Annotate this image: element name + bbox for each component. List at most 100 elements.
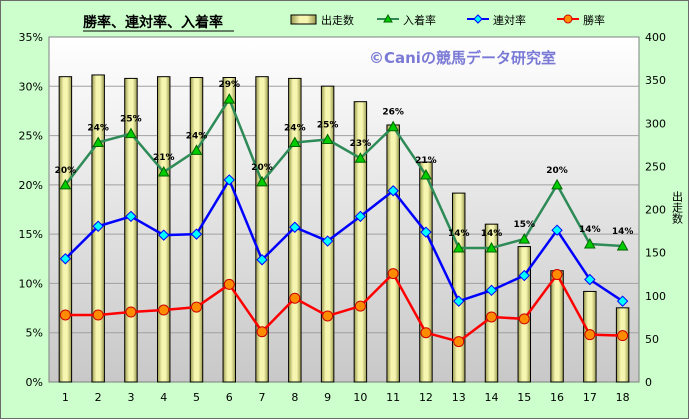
point-入着率 bbox=[420, 168, 432, 180]
legend-bar-swatch bbox=[290, 14, 317, 25]
point-連対率 bbox=[59, 253, 72, 265]
point-勝率 bbox=[223, 278, 235, 290]
point-入着率 bbox=[190, 144, 203, 155]
y-right-tick-label: 150 bbox=[645, 247, 666, 260]
legend-line-0-marker bbox=[383, 13, 393, 23]
x-tick-label: 1 bbox=[62, 391, 69, 404]
point-連対率 bbox=[518, 269, 530, 282]
x-tick-label: 6 bbox=[226, 391, 233, 404]
point-勝率 bbox=[125, 306, 137, 318]
point-入着率 bbox=[157, 166, 170, 177]
data-label-入着率: 25% bbox=[317, 121, 339, 131]
bar bbox=[550, 270, 564, 383]
data-label-入着率: 25% bbox=[120, 115, 142, 125]
legend-line-1-marker bbox=[473, 14, 483, 24]
legend-line-2-label: 勝率 bbox=[583, 13, 605, 27]
data-label-入着率: 24% bbox=[284, 123, 306, 133]
y-left-tick-label: 35% bbox=[19, 31, 43, 44]
line-series bbox=[59, 93, 629, 348]
x-tick-label: 18 bbox=[616, 391, 630, 404]
data-label-入着率: 20% bbox=[55, 166, 77, 176]
point-入着率 bbox=[288, 136, 301, 147]
point-入着率 bbox=[256, 175, 268, 187]
x-tick-label: 13 bbox=[452, 391, 466, 404]
x-tick-label: 4 bbox=[160, 391, 167, 404]
point-連対率 bbox=[190, 228, 203, 240]
y-right-tick-label: 100 bbox=[645, 290, 666, 303]
point-勝率 bbox=[59, 309, 71, 321]
plot-area bbox=[48, 36, 640, 383]
bar bbox=[484, 223, 499, 383]
point-入着率 bbox=[92, 136, 105, 147]
x-tick-label: 12 bbox=[419, 391, 433, 404]
point-連対率 bbox=[453, 295, 465, 307]
point-連対率 bbox=[125, 210, 137, 223]
point-勝率 bbox=[420, 327, 432, 339]
point-入着率 bbox=[551, 178, 563, 190]
point-入着率 bbox=[125, 127, 137, 139]
point-入着率 bbox=[387, 120, 400, 132]
data-label-入着率: 26% bbox=[382, 108, 404, 118]
y-right-tick-label: 350 bbox=[645, 74, 666, 87]
point-連対率 bbox=[420, 226, 432, 238]
bar bbox=[386, 124, 400, 383]
point-勝率 bbox=[256, 326, 268, 338]
series-line-入着率 bbox=[64, 97, 623, 250]
point-勝率 bbox=[453, 336, 465, 348]
chart-title: 勝率、連対率、入着率 bbox=[83, 14, 223, 31]
bar bbox=[320, 85, 335, 383]
data-label-入着率: 14% bbox=[481, 229, 503, 239]
data-label-入着率: 15% bbox=[514, 220, 536, 230]
axes: 0% 5% 10% 15% 20% 25% 30% 35% 0 50 100 150 200 250 300… bbox=[19, 31, 666, 404]
y-left-tick-label: 10% bbox=[19, 277, 43, 290]
point-連対率 bbox=[223, 174, 235, 186]
series-line-連対率 bbox=[64, 178, 624, 303]
point-勝率 bbox=[92, 309, 104, 321]
x-tick-label: 8 bbox=[291, 391, 298, 404]
bar bbox=[58, 76, 73, 383]
y-left-tick-label: 25% bbox=[19, 130, 43, 143]
data-labels: 20% 24% 25% 21% 24% 29% 20% 24% 25% 23% 26% 21% 14% 1… bbox=[55, 80, 634, 239]
point-連対率 bbox=[158, 229, 170, 241]
point-入着率 bbox=[59, 178, 72, 190]
data-label-入着率: 20% bbox=[251, 163, 273, 173]
watermark: ©Caniの競馬データ研究室 bbox=[369, 49, 556, 67]
point-勝率 bbox=[518, 313, 530, 325]
y-right-tick-label: 200 bbox=[645, 204, 666, 217]
bar bbox=[451, 192, 466, 383]
y-right-axis-label: 出走数 bbox=[671, 190, 684, 225]
point-勝率 bbox=[289, 292, 301, 304]
data-label-入着率: 20% bbox=[546, 166, 568, 176]
point-連対率 bbox=[616, 295, 629, 307]
point-連対率 bbox=[485, 284, 498, 297]
y-left-tick-label: 30% bbox=[19, 80, 43, 93]
y-left-tick-label: 20% bbox=[19, 179, 43, 192]
point-勝率 bbox=[387, 268, 399, 280]
x-tick-label: 5 bbox=[193, 391, 200, 404]
y-left-tick-label: 5% bbox=[26, 327, 43, 340]
x-tick-label: 15 bbox=[517, 391, 531, 404]
bar bbox=[419, 161, 433, 383]
x-tick-label: 14 bbox=[485, 391, 499, 404]
x-tick-label: 11 bbox=[386, 391, 400, 404]
data-label-入着率: 21% bbox=[415, 156, 437, 166]
data-label-入着率: 14% bbox=[579, 225, 601, 235]
point-勝率 bbox=[354, 300, 366, 312]
data-label-入着率: 14% bbox=[612, 227, 634, 237]
point-入着率 bbox=[583, 237, 596, 249]
y-right-tick-label: 300 bbox=[645, 117, 666, 130]
point-勝率 bbox=[617, 330, 629, 342]
legend-line-2-marker bbox=[563, 14, 573, 24]
bar bbox=[615, 307, 630, 383]
data-label-入着率: 24% bbox=[87, 123, 109, 133]
point-連対率 bbox=[387, 185, 399, 197]
legend-bar-label: 出走数 bbox=[321, 13, 354, 27]
data-label-入着率: 23% bbox=[350, 139, 372, 149]
point-入着率 bbox=[223, 93, 236, 104]
x-tick-label: 2 bbox=[95, 391, 102, 404]
point-勝率 bbox=[584, 329, 596, 341]
gridlines bbox=[49, 85, 639, 334]
legend-line-0-label: 入着率 bbox=[403, 13, 436, 27]
